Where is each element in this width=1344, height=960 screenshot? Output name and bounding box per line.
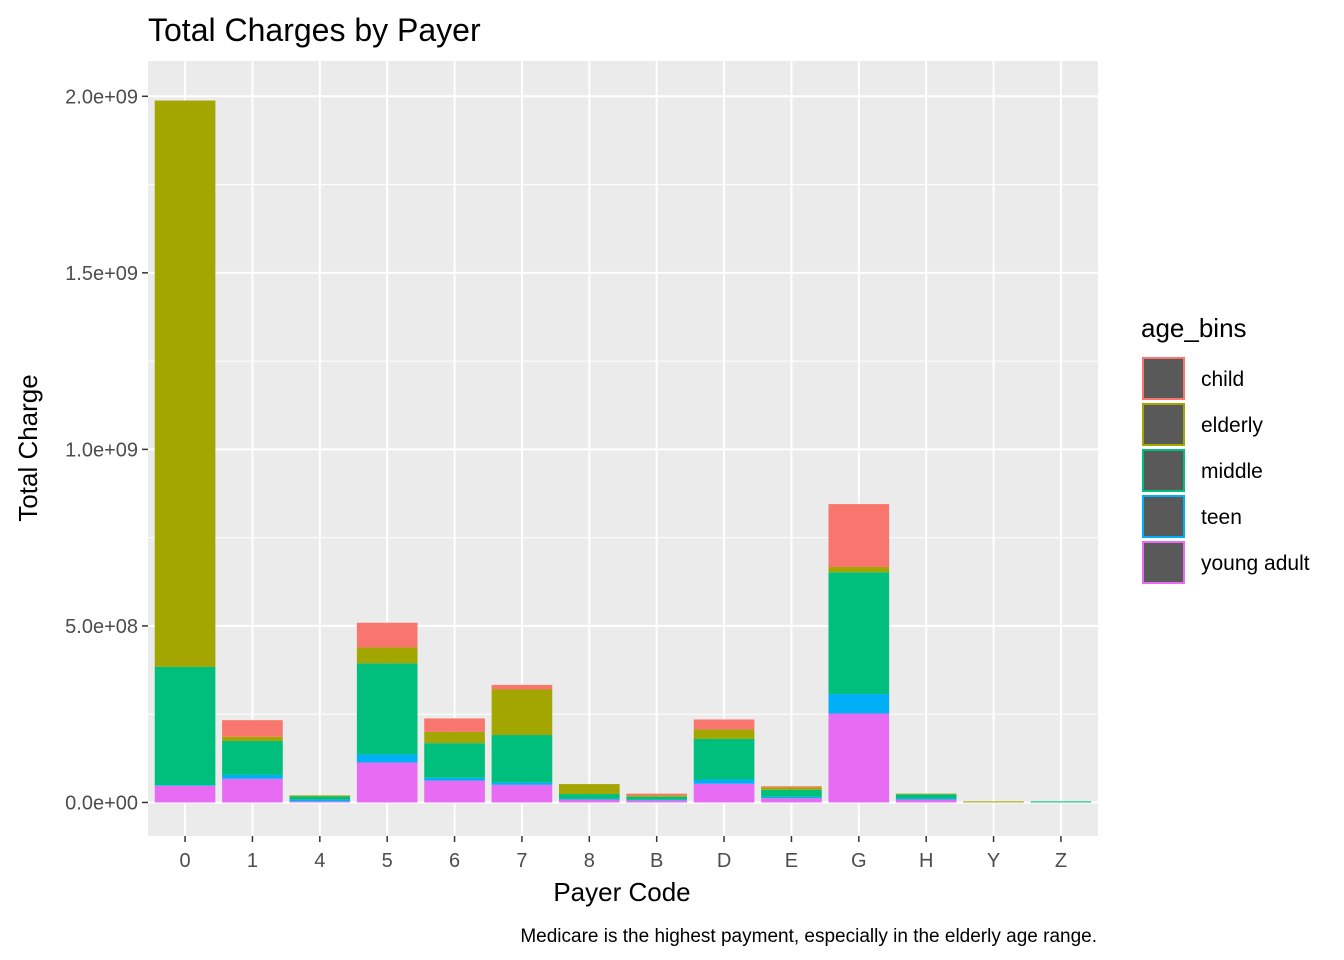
bar-segment-child bbox=[222, 720, 283, 737]
x-tick-label: 4 bbox=[314, 850, 325, 872]
bar-segment-middle bbox=[356, 663, 418, 755]
y-tick-label: 5.0e+08 bbox=[65, 616, 138, 638]
bar-segment-young-adult bbox=[356, 762, 418, 803]
bar-segment-teen bbox=[424, 777, 485, 781]
bar-segment-middle bbox=[761, 789, 822, 797]
bar-segment-young-adult bbox=[222, 778, 283, 803]
x-tick-label: H bbox=[919, 850, 933, 872]
bar-segment-middle bbox=[626, 796, 688, 800]
bar-segment-teen bbox=[491, 782, 553, 785]
bar-segment-elderly bbox=[693, 729, 755, 739]
y-axis-title: Total Charge bbox=[13, 374, 43, 521]
x-tick-label: B bbox=[650, 850, 663, 872]
legend-key-teen bbox=[1142, 495, 1185, 538]
x-tick-label: Z bbox=[1055, 850, 1067, 872]
x-tick-label: E bbox=[785, 850, 798, 872]
legend-label: teen bbox=[1201, 506, 1242, 529]
bar-segment-child bbox=[693, 719, 755, 730]
bar-segment-child bbox=[491, 684, 553, 690]
bar-segment-elderly bbox=[963, 801, 1024, 803]
bar-segment-elderly bbox=[222, 736, 283, 742]
bar-segment-middle bbox=[424, 743, 485, 778]
bar-segment-middle bbox=[693, 738, 755, 780]
bar-segment-young-adult bbox=[154, 785, 216, 803]
bar-segment-young-adult bbox=[895, 799, 957, 803]
bar-segment-middle bbox=[222, 741, 283, 775]
bar-segment-middle bbox=[895, 794, 957, 799]
legend-key-elderly bbox=[1142, 403, 1185, 446]
legend-key-young-adult bbox=[1142, 541, 1185, 584]
y-tick-label: 1.5e+09 bbox=[65, 263, 138, 285]
bar-segment-elderly bbox=[626, 795, 688, 797]
bar-segment-teen bbox=[558, 798, 620, 800]
bar-segment-teen bbox=[289, 799, 351, 802]
bar-segment-middle bbox=[558, 793, 620, 799]
bar-segment-elderly bbox=[761, 787, 822, 790]
legend-key-middle bbox=[1142, 449, 1185, 492]
legend-label: young adult bbox=[1201, 552, 1310, 575]
y-axis: 0.0e+00 5.0e+08 1.0e+09 1.5e+09 2.0e+09 bbox=[65, 86, 148, 814]
bar-segment-teen bbox=[222, 774, 283, 779]
bar-segment-elderly bbox=[558, 784, 620, 794]
bar-segment-child bbox=[626, 793, 688, 796]
bar-segment-young-adult bbox=[828, 713, 890, 803]
x-tick-label: 7 bbox=[516, 850, 527, 872]
y-tick-label: 2.0e+09 bbox=[65, 86, 138, 108]
x-tick-label: G bbox=[851, 850, 867, 872]
bar-segment-young-adult bbox=[491, 784, 553, 803]
bar-segment-teen bbox=[828, 694, 890, 714]
legend: age_bins child elderly middle teen young adu… bbox=[1141, 313, 1310, 584]
x-tick-label: 8 bbox=[584, 850, 595, 872]
y-tick-label: 0.0e+00 bbox=[65, 792, 138, 814]
bar-segment-young-adult bbox=[424, 780, 485, 803]
legend-label: elderly bbox=[1201, 414, 1263, 437]
bar-segment-elderly bbox=[154, 100, 216, 667]
x-axis-title: Payer Code bbox=[553, 877, 690, 907]
bar-segment-elderly bbox=[895, 793, 957, 795]
x-axis: 0 1 4 5 6 7 8 B D E G H Y Z bbox=[179, 836, 1067, 872]
bar-segment-elderly bbox=[289, 795, 351, 797]
chart-caption: Medicare is the highest payment, especia… bbox=[520, 926, 1097, 947]
bar-segment-young-adult bbox=[289, 801, 351, 803]
x-tick-label: 6 bbox=[449, 850, 460, 872]
bar-segment-young-adult bbox=[693, 783, 755, 803]
bar-segment-teen bbox=[154, 785, 216, 786]
bar-segment-middle bbox=[828, 572, 890, 695]
bar-segment-middle bbox=[289, 796, 351, 800]
bar-segment-middle bbox=[1030, 801, 1092, 803]
bar-segment-teen bbox=[693, 779, 755, 784]
bar-segment-elderly bbox=[828, 566, 890, 573]
bars bbox=[154, 100, 1092, 803]
x-tick-label: Y bbox=[987, 850, 1000, 872]
bar-segment-teen bbox=[895, 798, 957, 800]
bar-segment-young-adult bbox=[761, 798, 822, 803]
bar-segment-middle bbox=[491, 735, 553, 783]
x-tick-label: D bbox=[717, 850, 731, 872]
bar-segment-child bbox=[761, 786, 822, 788]
bar-segment-teen bbox=[356, 754, 418, 763]
x-tick-label: 0 bbox=[179, 850, 190, 872]
bar-segment-child bbox=[828, 504, 890, 567]
legend-label: middle bbox=[1201, 460, 1263, 483]
bar-segment-young-adult bbox=[626, 800, 688, 803]
bar-segment-teen bbox=[626, 799, 688, 801]
y-tick-label: 1.0e+09 bbox=[65, 439, 138, 461]
bar-segment-teen bbox=[761, 796, 822, 799]
legend-title: age_bins bbox=[1141, 313, 1247, 343]
bar-segment-elderly bbox=[424, 731, 485, 744]
x-tick-label: 5 bbox=[382, 850, 393, 872]
bar-segment-elderly bbox=[491, 689, 553, 736]
bar-segment-young-adult bbox=[558, 799, 620, 803]
chart-title: Total Charges by Payer bbox=[148, 12, 481, 48]
bar-segment-middle bbox=[154, 666, 216, 786]
x-tick-label: 1 bbox=[247, 850, 258, 872]
bar-segment-elderly bbox=[356, 647, 418, 664]
bar-segment-child bbox=[424, 718, 485, 732]
legend-key-child bbox=[1142, 357, 1185, 400]
legend-label: child bbox=[1201, 368, 1244, 391]
bar-segment-child bbox=[356, 622, 418, 648]
